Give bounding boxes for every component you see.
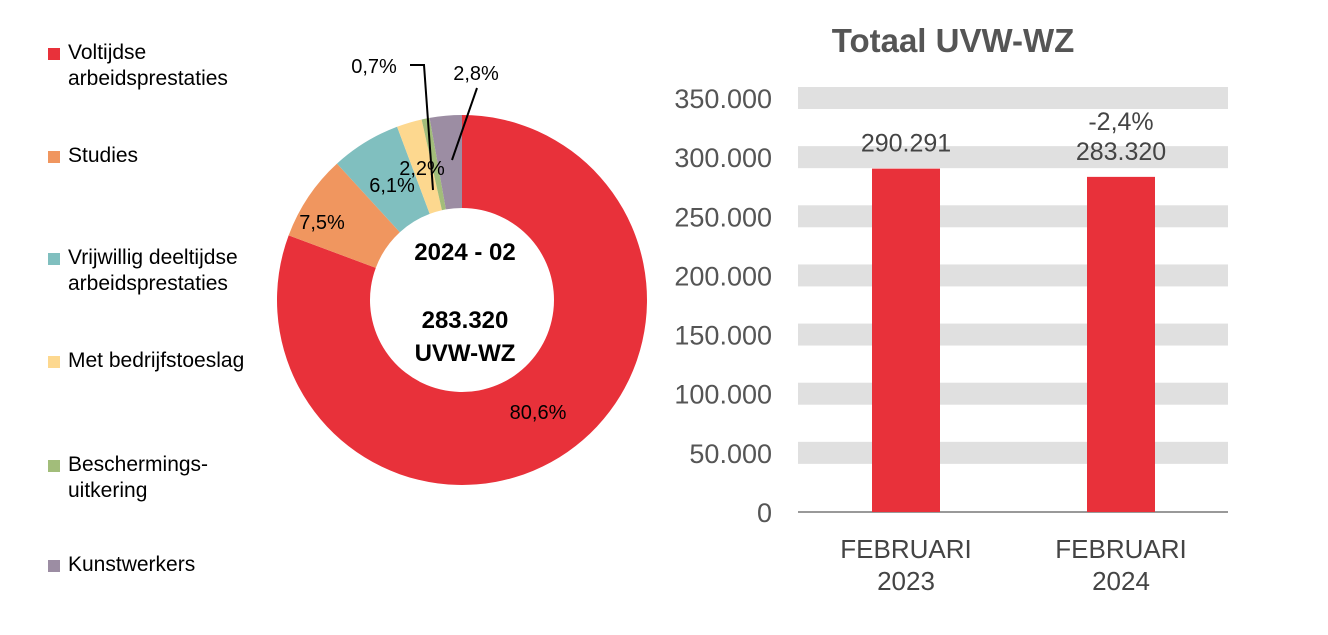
bar [872, 168, 940, 513]
bar [1087, 176, 1155, 512]
legend-label: Voltijdse arbeidsprestaties [68, 41, 228, 90]
center-label-total: 283.320 [422, 307, 509, 334]
grid-band [798, 146, 1228, 169]
slice-label: 2,2% [399, 158, 445, 180]
legend-label: Studies [68, 144, 139, 167]
center-label-unit: UVW-WZ [415, 340, 516, 367]
legend-swatch [48, 48, 60, 60]
slice-label: 7,5% [299, 212, 345, 234]
legend-swatch [48, 151, 60, 163]
bar-value-label: 290.291 [861, 130, 951, 158]
grid-band [798, 382, 1228, 405]
slice-label: 0,7% [351, 56, 397, 78]
slice-label: 6,1% [369, 175, 415, 197]
y-tick-label: 150.000 [674, 321, 772, 351]
donut-slice [421, 117, 446, 211]
donut-slice [336, 126, 430, 233]
legend-label: Kunstwerkers [68, 553, 196, 576]
y-tick-label: 350.000 [674, 84, 772, 114]
y-tick-label: 100.000 [674, 380, 772, 410]
legend-swatch [48, 253, 60, 265]
bar-value-label: 283.320 [1076, 138, 1166, 166]
y-tick-label: 50.000 [689, 439, 772, 469]
legend-swatch [48, 460, 60, 472]
y-tick-label: 200.000 [674, 261, 772, 291]
y-tick-label: 250.000 [674, 202, 772, 232]
legend-swatch [48, 356, 60, 368]
donut-slice [276, 115, 647, 485]
chart-title: Totaal UVW-WZ [832, 22, 1075, 59]
donut-chart: 80,6% 7,5% 6,1%2,2% 0,7% 2,8% 2024 - 02 283.32… [276, 56, 647, 485]
donut-slice [429, 115, 462, 210]
grid-band [798, 205, 1228, 228]
legend-label: Beschermings-uitkering [68, 453, 209, 502]
center-label-period: 2024 - 02 [414, 239, 515, 266]
x-tick-label: FEBRUARI [840, 534, 971, 564]
x-tick-label: 2023 [877, 566, 935, 596]
donut-slice [397, 119, 442, 214]
legend-swatch [48, 560, 60, 572]
y-tick-label: 0 [757, 498, 772, 528]
leader-line [410, 64, 434, 191]
bar-change-label: -2,4% [1088, 108, 1153, 136]
grid-band [798, 87, 1228, 109]
grid-band [798, 441, 1228, 464]
donut-slice [288, 163, 400, 268]
grid-band [798, 264, 1228, 287]
slice-label: 80,6% [510, 402, 567, 424]
leader-line [451, 87, 478, 161]
grid-band [798, 323, 1228, 346]
slice-label: 2,8% [453, 63, 499, 85]
x-tick-label: FEBRUARI [1055, 534, 1186, 564]
legend-label: Met bedrijfstoeslag [68, 349, 245, 372]
x-tick-label: 2024 [1092, 566, 1150, 596]
legend-label: Vrijwillig deeltijdse arbeidsprestaties [68, 246, 238, 295]
y-tick-label: 300.000 [674, 143, 772, 173]
